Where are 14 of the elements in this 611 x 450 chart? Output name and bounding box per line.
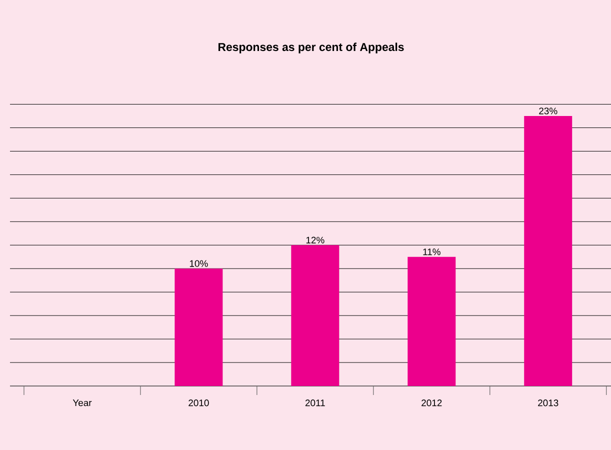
data-label: 12% [306, 236, 324, 244]
x-tick-label: 2012 [422, 400, 442, 406]
data-label: 10% [190, 260, 208, 267]
data-label: 11% [423, 248, 440, 256]
x-tick-label: 2011 [305, 400, 325, 406]
bar [174, 268, 223, 386]
data-label: 23% [539, 108, 558, 114]
x-tick-label: Year [72, 400, 92, 406]
bar [291, 245, 340, 386]
x-tick-label: 2010 [188, 400, 209, 406]
chart-title: Responses as per cent of Appeals [218, 42, 404, 54]
x-tick-label: 2013 [538, 400, 558, 406]
bar [408, 256, 456, 386]
bar [524, 116, 572, 386]
